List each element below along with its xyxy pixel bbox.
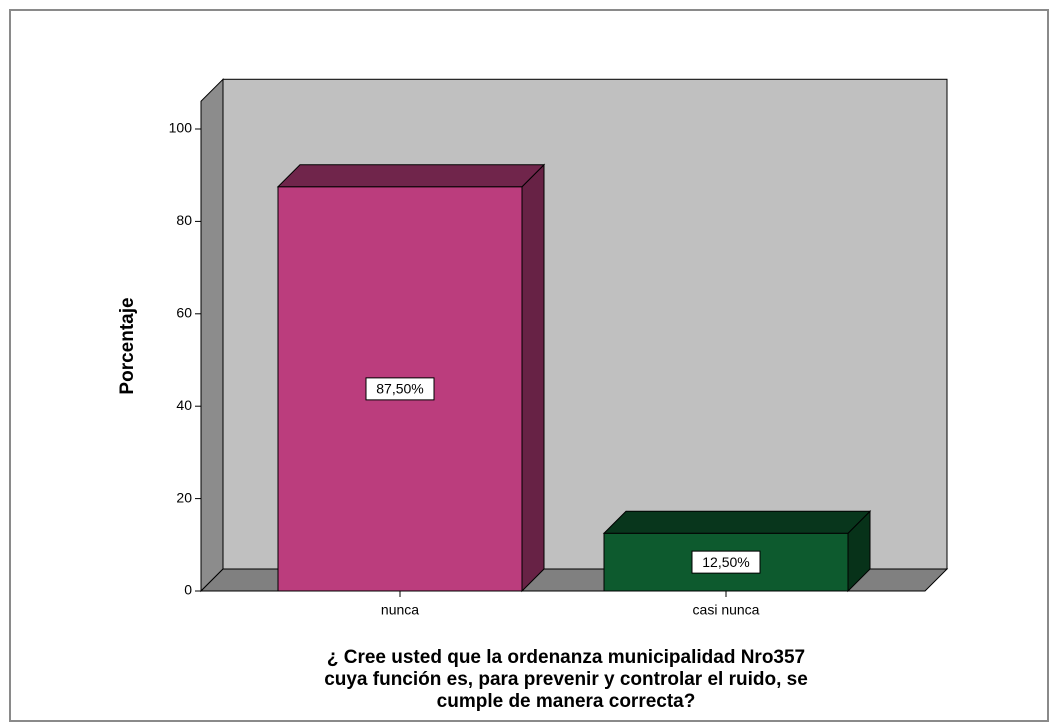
y-tick-label: 0 bbox=[184, 582, 192, 598]
bar-top bbox=[602, 510, 872, 534]
value-label: 87,50% bbox=[376, 381, 423, 397]
x-tick-label: casi nunca bbox=[693, 602, 760, 618]
value-label-box bbox=[365, 377, 435, 401]
value-label-box bbox=[691, 550, 761, 574]
bar-top bbox=[276, 164, 546, 188]
y-axis-label: Porcentaje bbox=[117, 297, 138, 394]
x-axis-label: cumple de manera correcta? bbox=[437, 691, 696, 712]
y-tick-label: 60 bbox=[176, 305, 192, 321]
y-tick-label: 80 bbox=[176, 212, 192, 228]
bar bbox=[276, 163, 546, 593]
x-tick-label: nunca bbox=[381, 602, 419, 618]
value-label: 12,50% bbox=[702, 554, 749, 570]
x-axis-label: cuya función es, para prevenir y control… bbox=[324, 669, 808, 690]
side-wall bbox=[200, 78, 224, 593]
y-tick-label: 100 bbox=[169, 120, 193, 136]
bar-side bbox=[521, 163, 545, 593]
x-axis-label: ¿ Cree usted que la ordenanza municipali… bbox=[327, 647, 805, 668]
y-tick-label: 40 bbox=[176, 397, 192, 413]
y-tick-label: 20 bbox=[176, 489, 192, 505]
